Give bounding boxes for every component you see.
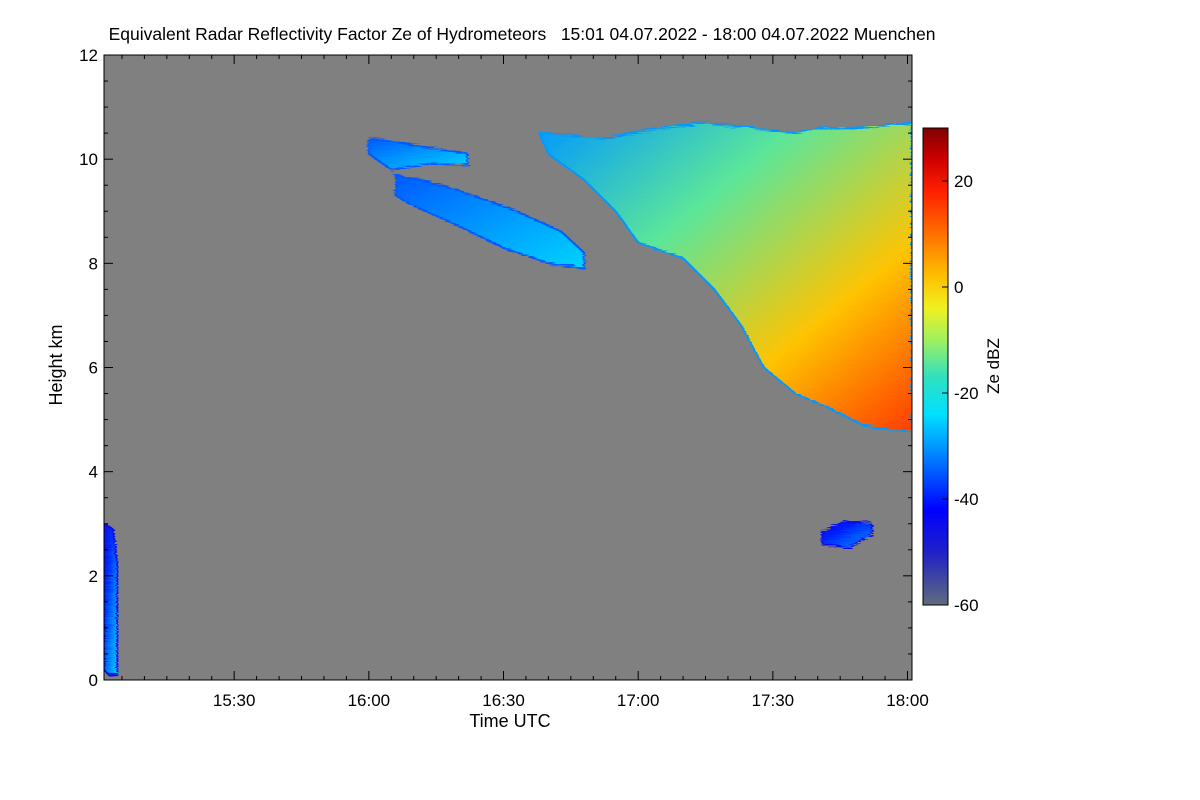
x-axis: 15:30 16:00 16:30 17:00 17:30 18:00 [121, 55, 929, 710]
colorbar-ticks: -60 -40 -20 0 20 [942, 172, 979, 615]
y-tick-label: 4 [89, 463, 98, 482]
x-tick-label: 16:00 [348, 691, 391, 710]
y-tick-label: 0 [89, 671, 98, 690]
colorbar: -60 -40 -20 0 20 Ze dBZ [922, 127, 1003, 615]
y-axis-label: Height km [46, 324, 66, 405]
y-tick-label: 6 [89, 359, 98, 378]
echo-region [394, 173, 586, 270]
x-tick-label: 18:00 [886, 691, 929, 710]
y-tick-label: 8 [89, 254, 98, 273]
echo-region [821, 520, 873, 549]
colorbar-tick-label: -60 [954, 596, 979, 615]
y-tick-label: 2 [89, 567, 98, 586]
echo-region [537, 121, 912, 431]
y-tick-label: 12 [79, 46, 98, 65]
x-tick-label: 17:00 [617, 691, 660, 710]
colorbar-tick-label: -40 [954, 490, 979, 509]
colorbar-tick-label: 20 [954, 172, 973, 191]
chart-title: Equivalent Radar Reflectivity Factor Ze … [109, 24, 936, 44]
colorbar-gradient [922, 127, 949, 606]
colorbar-tick-label: 0 [954, 278, 963, 297]
colorbar-tick-label: -20 [954, 384, 979, 403]
echo-region [104, 522, 119, 676]
x-tick-label: 17:30 [752, 691, 795, 710]
colorbar-label: Ze dBZ [984, 338, 1003, 394]
echo-layer [104, 121, 912, 676]
y-axis: 0 2 4 6 8 10 12 [79, 46, 912, 690]
x-tick-label: 15:30 [213, 691, 256, 710]
x-axis-label: Time UTC [469, 711, 550, 731]
x-tick-label: 16:30 [482, 691, 525, 710]
y-tick-label: 10 [79, 150, 98, 169]
echo-region [367, 137, 469, 171]
